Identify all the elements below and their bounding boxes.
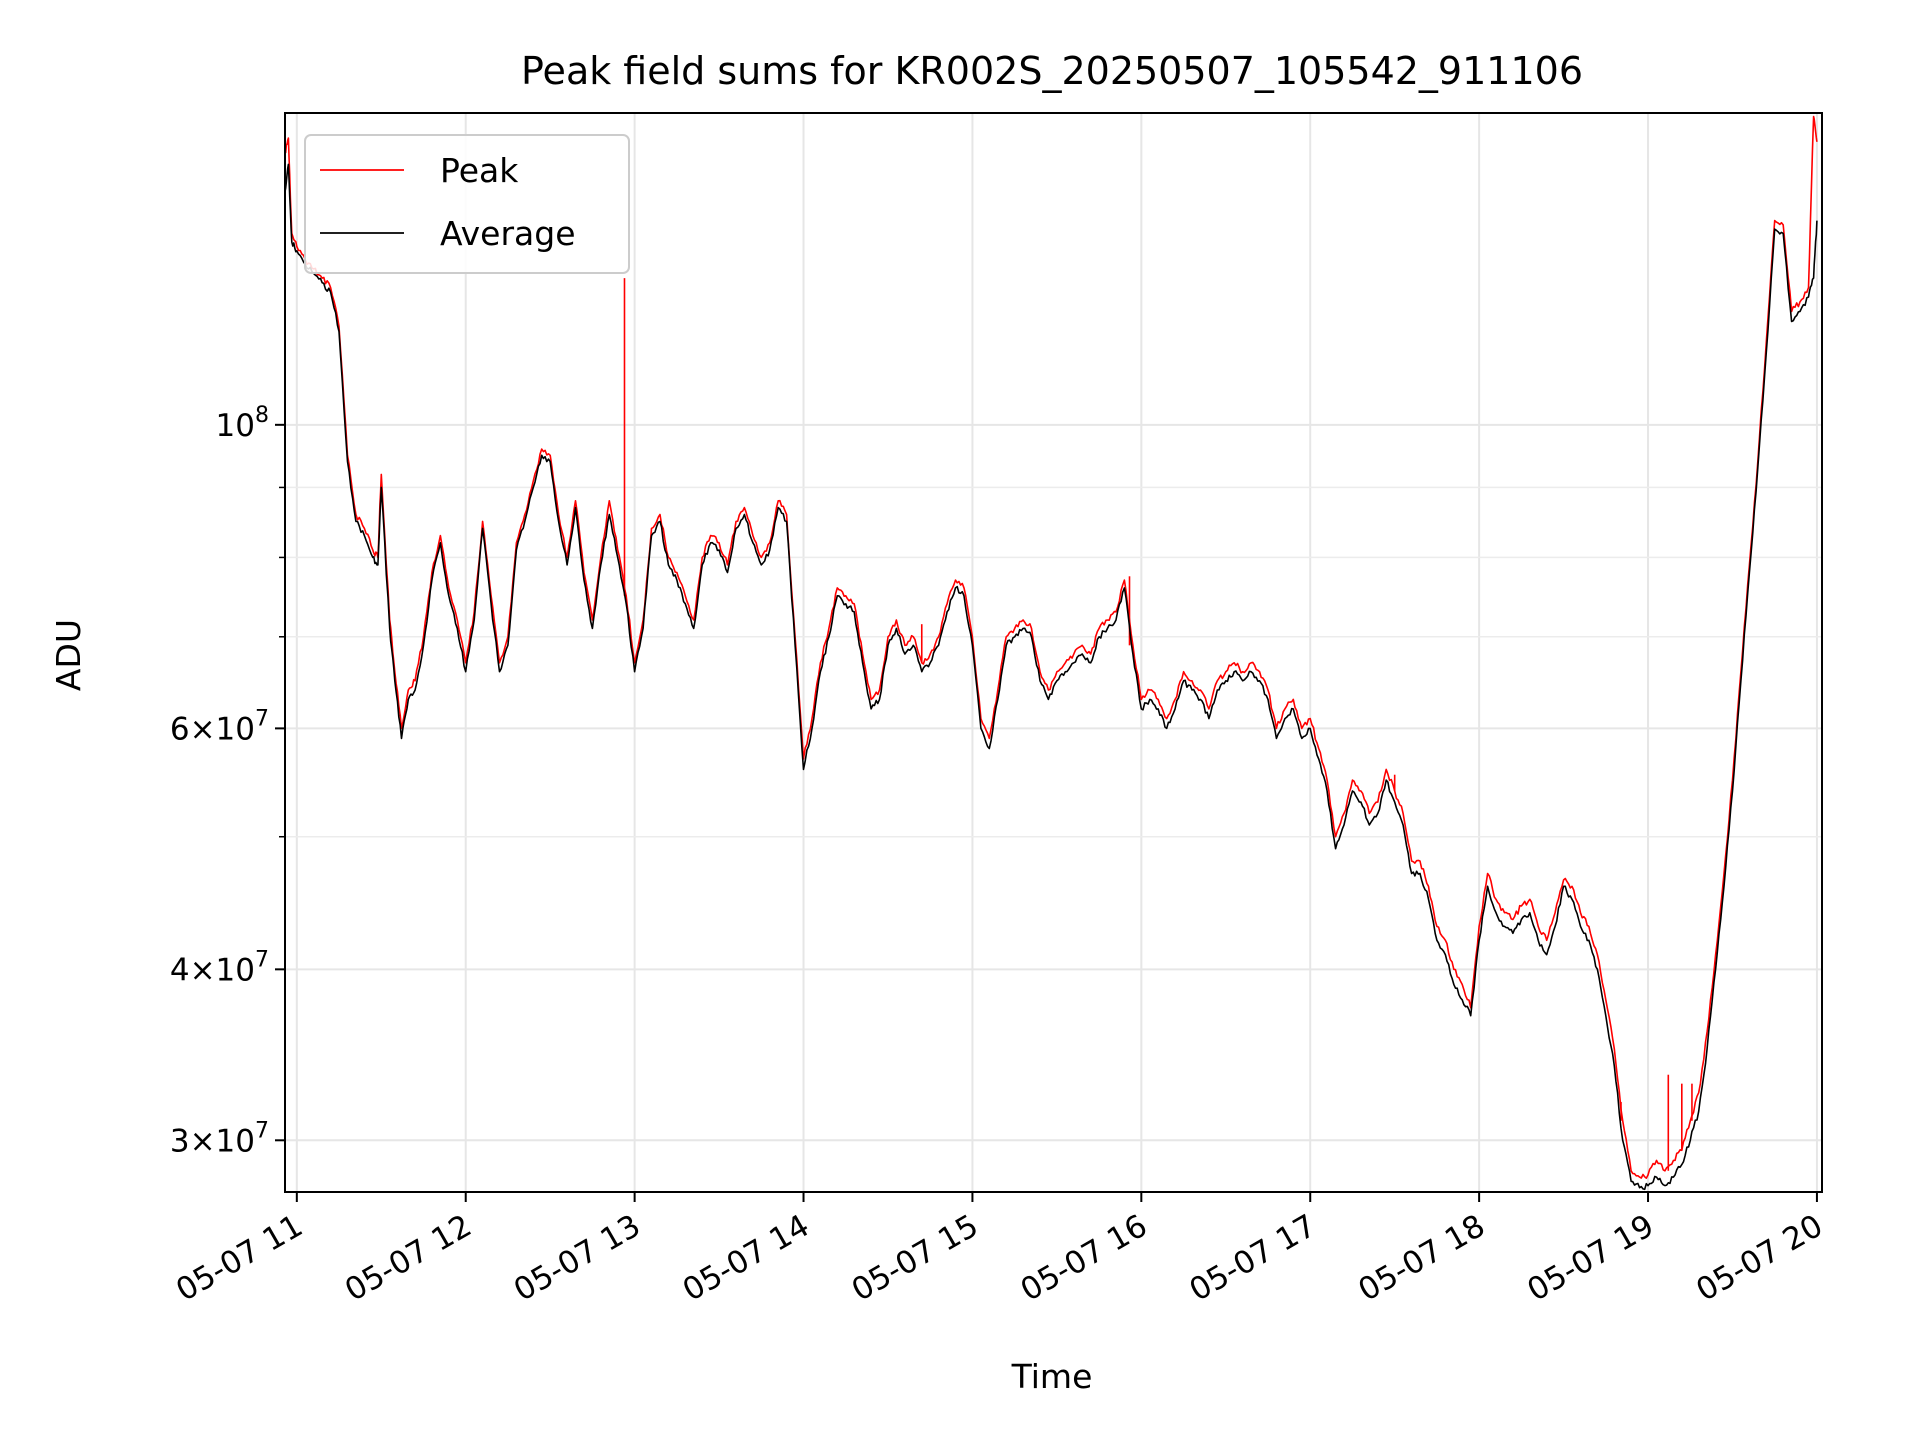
- series-layer: [284, 115, 1818, 1191]
- y-tick-label: 108: [216, 403, 269, 444]
- y-tick-label: 6×107: [170, 706, 269, 747]
- y-tick-label: 3×107: [170, 1118, 269, 1159]
- legend: Peak Average: [304, 134, 630, 274]
- x-axis-label: Time: [1011, 1357, 1093, 1396]
- series-line-peak: [284, 115, 1818, 1179]
- grid: [285, 113, 1822, 1192]
- plot-frame: [284, 112, 1823, 1193]
- legend-label-average: Average: [440, 214, 576, 253]
- y-axis-label: ADU: [49, 619, 88, 691]
- series-line-average: [284, 163, 1818, 1191]
- chart-title: Peak field sums for KR002S_20250507_1055…: [521, 49, 1583, 93]
- legend-label-peak: Peak: [440, 151, 519, 190]
- y-tick-label: 4×107: [170, 947, 269, 988]
- y-axis: 3×107 4×107 6×107 108: [170, 403, 285, 1159]
